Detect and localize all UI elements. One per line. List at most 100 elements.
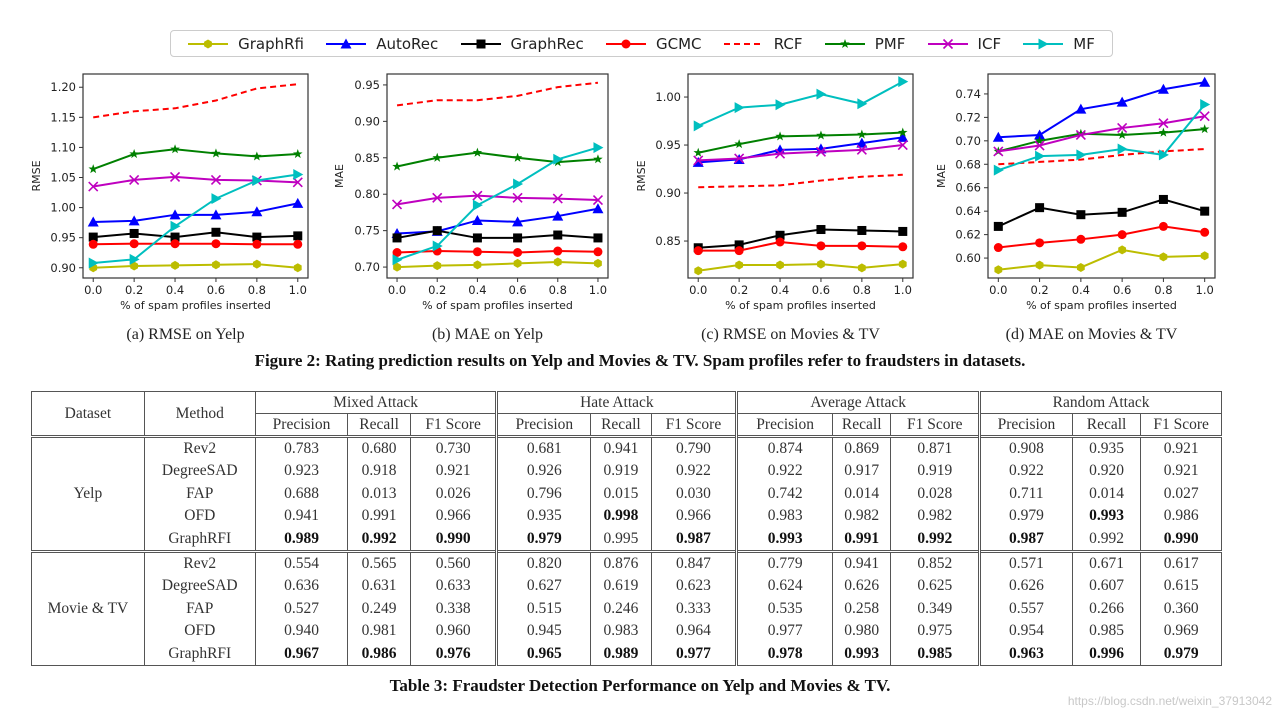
header-group: Hate Attack	[495, 391, 738, 414]
value-cell: 0.991	[347, 505, 411, 528]
value-cell: 0.919	[890, 460, 981, 483]
method-cell: FAP	[143, 597, 256, 621]
plot-frame	[386, 73, 609, 279]
series-pmf	[693, 127, 908, 157]
cell-value: 0.995	[603, 529, 639, 547]
cell-value: 0.360	[1163, 599, 1199, 617]
data-point	[393, 262, 401, 272]
value-cell: 0.975	[890, 620, 981, 643]
value-cell: 0.615	[1140, 575, 1222, 598]
value-cell: 0.711	[978, 482, 1073, 506]
data-point	[1159, 252, 1168, 262]
data-point	[392, 233, 402, 243]
data-point	[593, 154, 603, 164]
series-line	[998, 148, 1205, 166]
cell-value: 0.982	[844, 507, 880, 525]
value-cell: 0.990	[1140, 527, 1222, 553]
data-point	[693, 147, 703, 157]
series-line	[698, 144, 903, 162]
data-point	[992, 131, 1004, 142]
data-point	[775, 131, 785, 141]
data-point	[898, 76, 909, 88]
value-cell: 0.987	[650, 527, 738, 553]
data-point	[169, 171, 181, 182]
cell-value: 0.688	[284, 484, 319, 502]
series-line	[998, 115, 1205, 153]
cell-value: 0.922	[676, 462, 711, 480]
x-tick-label: 0.2	[730, 283, 748, 297]
data-point	[170, 144, 180, 154]
cell-value: 0.991	[844, 529, 880, 547]
cell-value: 0.954	[1009, 622, 1044, 640]
header-group: Average Attack	[735, 391, 981, 414]
y-tick-label: 1.20	[50, 80, 76, 94]
cell-value: 0.993	[1089, 507, 1124, 525]
data-point	[512, 152, 523, 162]
header-metric: Recall	[590, 413, 652, 437]
data-point	[128, 215, 140, 226]
series-line	[998, 225, 1205, 249]
value-cell: 0.979	[495, 527, 592, 553]
y-axis-label: MAE	[935, 164, 948, 188]
value-cell: 0.922	[978, 460, 1073, 483]
data-point	[1076, 128, 1086, 138]
y-tick-label: 0.70	[354, 260, 380, 274]
data-point	[817, 259, 825, 269]
y-tick-label: 0.70	[955, 134, 981, 148]
cell-value: 0.941	[603, 440, 639, 457]
series-line	[396, 229, 599, 239]
data-point	[594, 258, 602, 268]
data-point	[775, 230, 785, 240]
value-cell: 0.617	[1140, 550, 1222, 576]
cell-value: 0.989	[603, 644, 639, 662]
data-point	[775, 237, 785, 247]
x-axis-label: % of spam profiles inserted	[1026, 299, 1177, 312]
series-line	[698, 228, 903, 249]
value-cell: 0.926	[495, 460, 592, 483]
legend-item-pmf: PMF	[824, 35, 905, 53]
data-point	[856, 137, 868, 148]
cell-value: 0.977	[676, 644, 711, 662]
value-cell: 0.935	[495, 505, 592, 528]
series-icf	[993, 111, 1210, 157]
cell-value: 0.711	[1009, 484, 1044, 502]
value-cell: 0.990	[409, 527, 498, 553]
legend-item-icf: ICF	[927, 34, 1002, 53]
legend-label: ICF	[977, 34, 1002, 53]
value-cell: 0.557	[978, 597, 1073, 621]
triangle-right-marker-icon	[1038, 38, 1049, 49]
x-tick-label: 0.8	[1154, 283, 1172, 297]
y-tick-label: 0.95	[655, 138, 681, 152]
value-cell: 0.636	[254, 575, 349, 598]
value-cell: 0.941	[254, 505, 349, 528]
data-point	[252, 151, 262, 161]
value-cell: 0.333	[650, 597, 738, 621]
series-mf	[88, 168, 304, 269]
value-cell: 0.619	[590, 575, 652, 598]
data-point	[129, 174, 140, 185]
cell-value: 0.014	[844, 484, 880, 502]
value-cell: 0.921	[1140, 435, 1222, 461]
cell-value: 0.557	[1009, 599, 1044, 617]
y-tick-label: 0.68	[955, 157, 981, 171]
triangle-up-marker-icon	[340, 38, 352, 48]
y-axis-label: RMSE	[30, 160, 43, 191]
y-tick-label: 1.15	[50, 110, 76, 124]
series-mf	[993, 98, 1211, 176]
value-cell: 0.978	[735, 642, 833, 667]
method-cell: Rev2	[143, 550, 256, 576]
value-cell: 0.966	[409, 505, 498, 528]
value-cell: 0.986	[1140, 505, 1222, 528]
data-point	[1076, 149, 1087, 161]
data-point	[693, 246, 703, 256]
cell-value: 0.992	[917, 529, 953, 547]
cell-value: 0.945	[526, 622, 562, 640]
data-point	[734, 240, 744, 250]
series-gcmc	[88, 239, 303, 249]
cell-value: 0.987	[1009, 529, 1044, 547]
value-cell: 0.852	[890, 550, 981, 576]
legend-label: GraphRec	[510, 34, 584, 53]
data-point	[251, 206, 263, 217]
data-point	[252, 232, 262, 242]
x-tick-label: 0.8	[248, 283, 266, 297]
